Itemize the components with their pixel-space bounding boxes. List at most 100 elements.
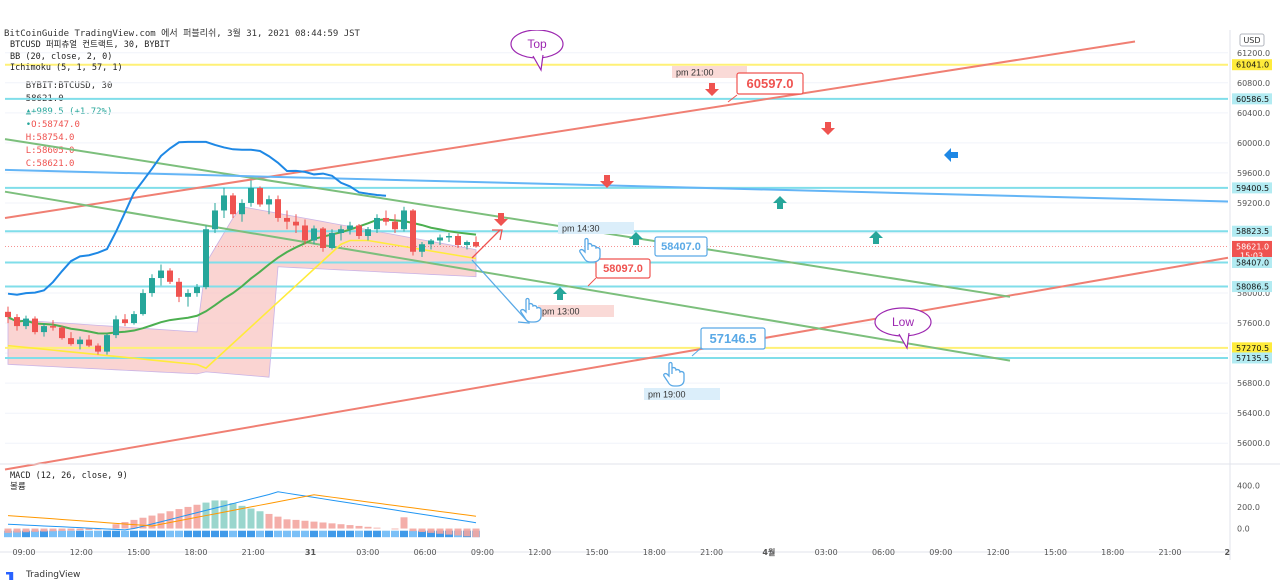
- volume-bar: [13, 530, 21, 538]
- candle: [230, 193, 236, 218]
- price-badge: [1232, 256, 1272, 268]
- price-tick: 60000.0: [1237, 139, 1270, 148]
- candle: [203, 225, 209, 290]
- volume-bar: [310, 530, 318, 538]
- volume-bar: [292, 530, 300, 538]
- candle-body: [302, 225, 308, 241]
- time-tick: 09:00: [471, 548, 494, 557]
- macd-line: [7, 491, 477, 531]
- volume-bar: [418, 530, 426, 538]
- candle: [473, 236, 479, 248]
- volume-bar: [193, 530, 201, 538]
- up-triangle-icon: ▲: [25, 107, 32, 117]
- candles: [5, 180, 479, 355]
- candle: [410, 208, 416, 256]
- macd-hist-bar: [418, 528, 426, 532]
- price-axis[interactable]: USD 61200.0 60800.0 60400.0 60000.0 59600.0 59…: [1229, 30, 1272, 560]
- macd-hist-bar: [301, 520, 309, 529]
- candle: [392, 214, 398, 233]
- price-badge: [1232, 281, 1272, 293]
- price-badge: [1232, 225, 1272, 237]
- horizontal-levels: [5, 63, 1228, 359]
- macd-hist-bar: [31, 528, 39, 532]
- time-tick: 21:00: [700, 548, 723, 557]
- macd-hist-bar: [364, 526, 372, 529]
- volume-bar: [175, 530, 183, 538]
- volume-bar: [256, 530, 264, 538]
- macd-hist-bar: [238, 505, 246, 529]
- top-label: Top: [527, 37, 547, 51]
- time-label-1900: pm 19:00: [648, 390, 686, 400]
- candle-body: [248, 187, 254, 203]
- price-badge: [1232, 342, 1272, 354]
- trend-line: [4, 256, 1229, 471]
- candle: [239, 199, 245, 222]
- price-label-57146-box: [700, 327, 766, 350]
- candle-body: [410, 210, 416, 252]
- macd-hist-bar: [220, 500, 228, 529]
- macd-hist-bar: [391, 528, 399, 530]
- trend-lines: [4, 40, 1229, 471]
- candle: [338, 225, 344, 241]
- volume-bar: [337, 530, 345, 538]
- candle-body: [428, 240, 434, 245]
- macd-hist-bar: [148, 515, 156, 529]
- macd-hist-bar: [13, 528, 21, 533]
- price-badge-time: 15:03: [1240, 251, 1263, 260]
- candle-body: [221, 195, 227, 211]
- time-tick: 03:00: [815, 548, 838, 557]
- candle-body: [14, 317, 20, 327]
- volume-bar: [265, 530, 273, 538]
- indicator-lines: [7, 140, 477, 370]
- candle: [158, 264, 164, 286]
- candle: [248, 180, 254, 207]
- up-arrow-icon: [869, 231, 883, 244]
- candle: [95, 343, 101, 355]
- candle: [266, 195, 272, 215]
- projection-up-line: [471, 229, 501, 259]
- macd-hist-bar: [139, 517, 147, 529]
- candle-body: [392, 221, 398, 230]
- tradingview-logo-icon: [6, 572, 14, 580]
- macd-hist-bar: [40, 528, 48, 532]
- macd-hist-bar: [256, 511, 264, 529]
- price-badge-label: 57135.5: [1236, 354, 1269, 363]
- candle: [293, 214, 299, 233]
- price-badge: [1232, 59, 1272, 71]
- price-badge: [1232, 93, 1272, 105]
- candle-body: [311, 228, 317, 241]
- down-arrow-icon: [494, 213, 508, 226]
- candle: [131, 311, 137, 325]
- price-badge-label: 57270.5: [1236, 344, 1269, 353]
- candle: [86, 335, 92, 348]
- footer: TradingView: [6, 570, 80, 580]
- volume-bar: [211, 530, 219, 538]
- candle: [446, 232, 452, 242]
- candle: [428, 238, 434, 250]
- candle: [104, 333, 110, 355]
- volume-bar: [346, 530, 354, 538]
- volume-bar: [157, 530, 165, 538]
- macd-hist-bar: [328, 523, 336, 529]
- annotations: Top Low pm 21:00 pm 14:30 pm 13:00 pm 19:00 60…: [471, 30, 958, 400]
- time-tick: 21:00: [1158, 548, 1181, 557]
- candle: [401, 206, 407, 232]
- candle: [122, 314, 128, 327]
- volume-bar: [202, 530, 210, 538]
- candle: [14, 314, 20, 331]
- candle: [437, 234, 443, 245]
- indicator-legend: BTCUSD 퍼피츄얼 컨트랙트, 30, BYBIT BB (20, clos…: [10, 40, 170, 75]
- candle: [464, 240, 470, 250]
- chart-canvas[interactable]: Top Low pm 21:00 pm 14:30 pm 13:00 pm 19:00 60…: [0, 30, 1280, 568]
- time-tick: 12:00: [987, 548, 1010, 557]
- candle: [302, 219, 308, 245]
- candle-body: [401, 210, 407, 230]
- candle-body: [320, 228, 326, 248]
- candle-body: [347, 225, 353, 230]
- macd-hist-bar: [373, 527, 381, 529]
- candle: [32, 316, 38, 335]
- time-tick: 09:00: [12, 548, 35, 557]
- volume-bar: [220, 530, 228, 538]
- macd-hist-bar: [85, 528, 93, 530]
- time-axis[interactable]: 09:00 12:00 15:00 18:00 21:00 31 03:00 06:00 09:…: [0, 547, 1230, 557]
